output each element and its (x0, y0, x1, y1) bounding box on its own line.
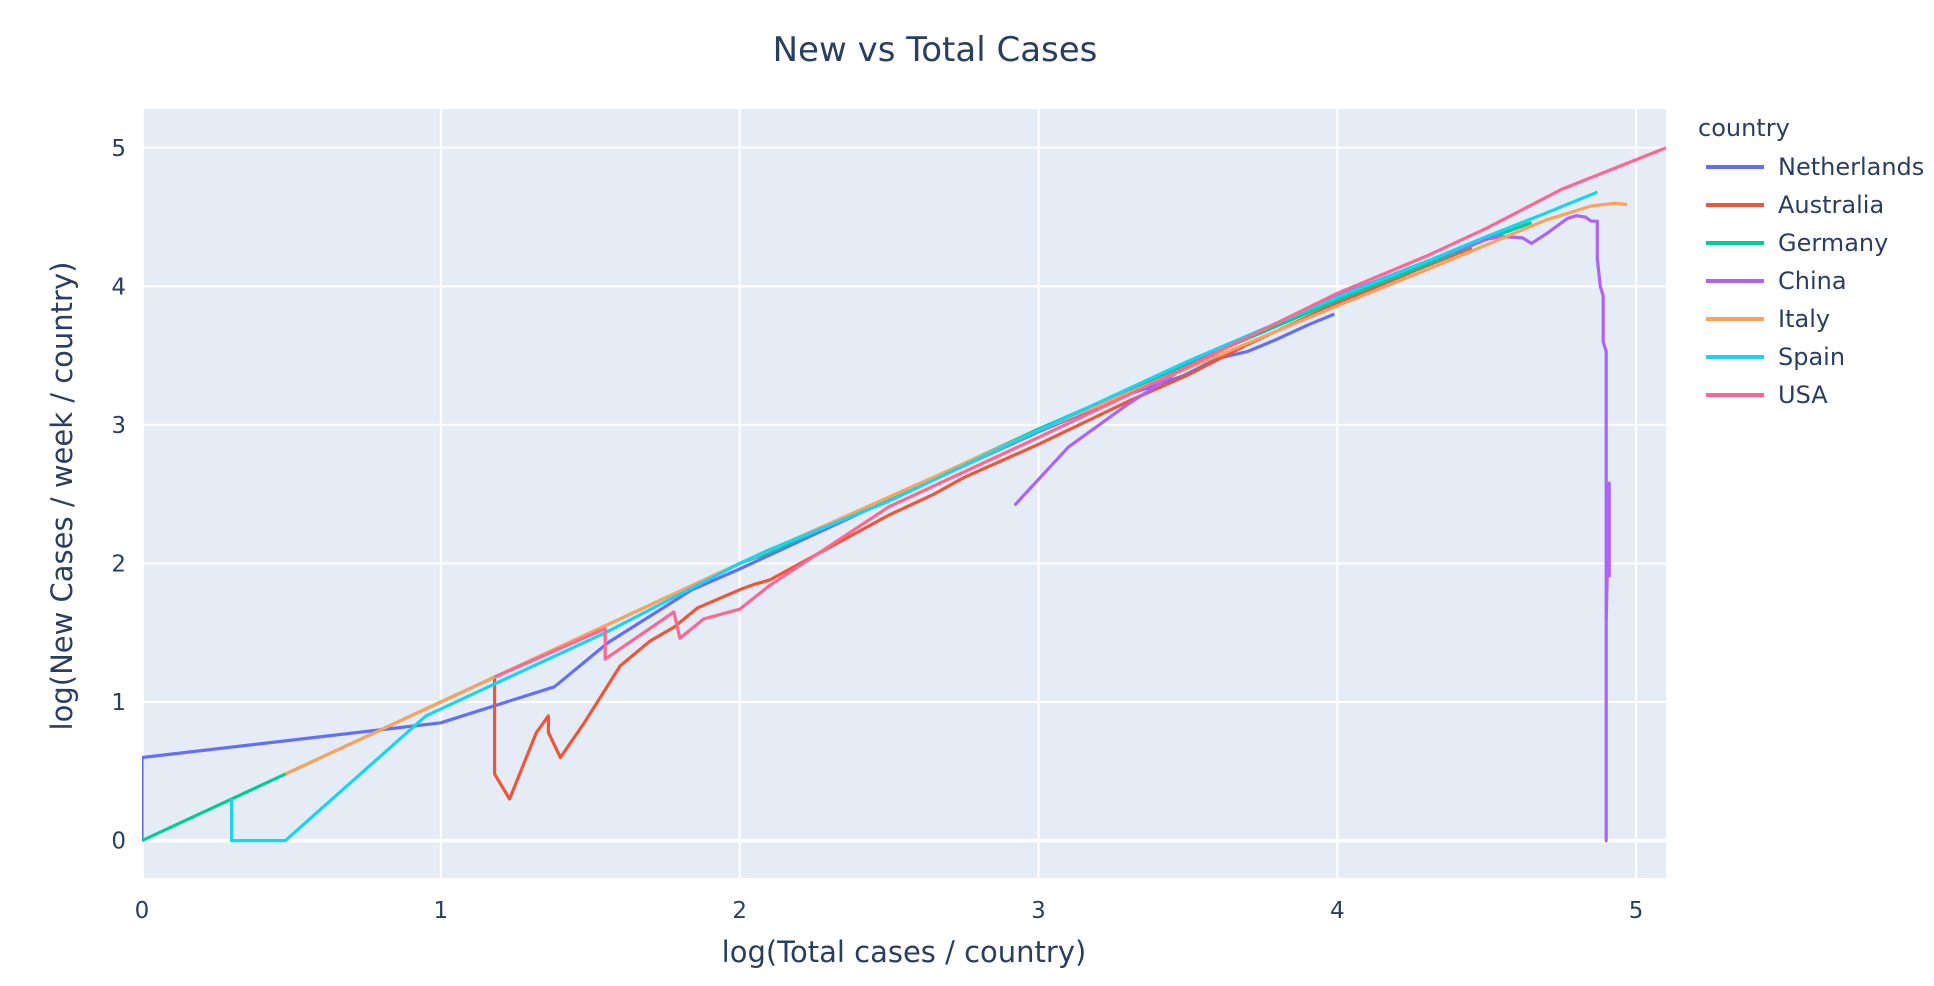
legend-label: Germany (1778, 229, 1889, 257)
y-tick-label: 5 (111, 136, 126, 162)
legend-items: Netherlands Australia Germany China Italy Spa… (1698, 148, 1924, 414)
legend-label: Australia (1778, 191, 1885, 219)
series-group (142, 146, 1666, 843)
chart-title: New vs Total Cases (772, 30, 1098, 70)
y-tick-label: 1 (111, 690, 126, 716)
y-tick-label: 3 (111, 413, 126, 439)
legend-item-australia[interactable]: Australia (1698, 186, 1924, 224)
legend-swatch (1706, 393, 1764, 397)
legend-label: Spain (1778, 343, 1846, 371)
legend-label: USA (1778, 381, 1828, 409)
legend-swatch (1706, 279, 1764, 283)
x-tick-label: 2 (732, 898, 747, 924)
legend-item-spain[interactable]: Spain (1698, 338, 1924, 376)
legend-item-germany[interactable]: Germany (1698, 224, 1924, 262)
legend-label: Italy (1778, 305, 1831, 333)
legend-item-italy[interactable]: Italy (1698, 300, 1924, 338)
legend-swatch (1706, 203, 1764, 207)
x-tick-label: 4 (1330, 898, 1345, 924)
series-line-spain (230, 190, 1598, 843)
y-tick-label: 2 (111, 551, 126, 577)
legend-swatch (1706, 165, 1764, 169)
x-tick-label: 5 (1629, 898, 1644, 924)
legend-title: country (1698, 114, 1790, 142)
x-tick-label: 1 (434, 898, 449, 924)
legend-swatch (1706, 355, 1764, 359)
y-tick-label: 0 (111, 829, 126, 855)
y-axis-label: log(New Cases / week / country) (45, 261, 79, 731)
series-line-usa (493, 146, 1666, 679)
y-tick-label: 4 (111, 274, 126, 300)
legend[interactable]: country Netherlands Australia Germany China… (1698, 114, 1924, 414)
legend-item-netherlands[interactable]: Netherlands (1698, 148, 1924, 186)
x-axis-label: log(Total cases / country) (721, 935, 1087, 969)
x-tick-label: 3 (1031, 898, 1046, 924)
legend-swatch (1706, 317, 1764, 321)
series-line-australia (493, 246, 1473, 801)
legend-item-china[interactable]: China (1698, 262, 1924, 300)
legend-label: China (1778, 267, 1847, 295)
legend-label: Netherlands (1778, 153, 1925, 181)
legend-item-usa[interactable]: USA (1698, 376, 1924, 414)
legend-swatch (1706, 241, 1764, 245)
x-tick-label: 0 (135, 898, 150, 924)
